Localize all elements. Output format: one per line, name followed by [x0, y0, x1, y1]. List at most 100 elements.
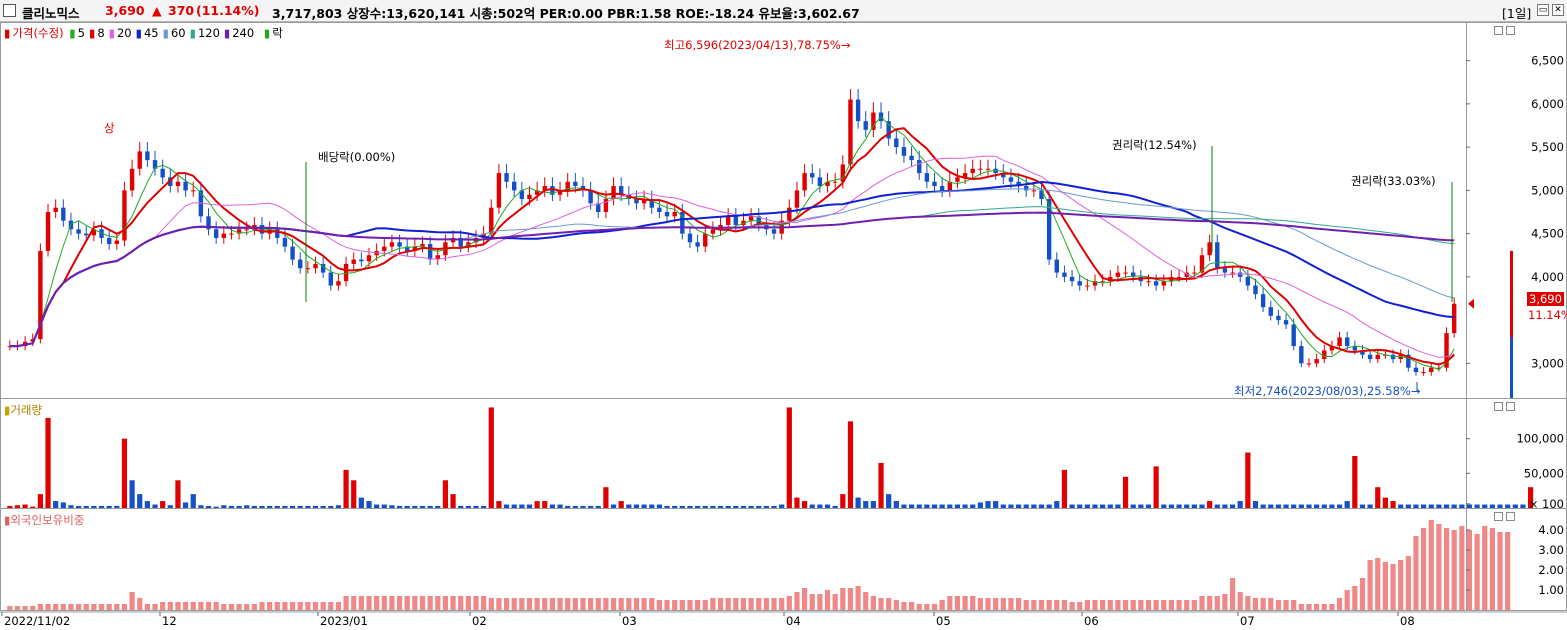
- volume-bar: [549, 504, 556, 508]
- volume-bar: [1528, 487, 1534, 508]
- volume-bar: [30, 506, 36, 508]
- candle-body: [290, 246, 295, 260]
- foreign-bar: [1344, 590, 1350, 610]
- volume-bar: [1214, 504, 1220, 508]
- foreign-bar: [809, 594, 815, 610]
- candle-body: [1123, 272, 1128, 274]
- candle-body: [481, 233, 486, 238]
- volume-bar: [717, 505, 724, 508]
- candle-body: [389, 242, 395, 247]
- candle-body: [175, 181, 181, 187]
- stock-name[interactable]: 클리노믹스: [22, 6, 80, 21]
- foreign-bar: [1298, 604, 1304, 610]
- foreign-bar: [121, 604, 128, 610]
- volume-bar: [244, 505, 250, 508]
- volume-bar: [1199, 504, 1205, 508]
- volume-bar: [335, 505, 342, 508]
- foreign-bar: [1061, 600, 1068, 610]
- foreign-bar: [924, 604, 930, 610]
- foreign-bar: [106, 604, 112, 610]
- ma-legend-marker: ▮: [135, 26, 142, 40]
- candle-body: [1413, 367, 1419, 373]
- foreign-bar: [1505, 532, 1511, 610]
- foreign-bar: [542, 598, 548, 610]
- volume-bar: [121, 438, 128, 508]
- volume-bar: [1069, 504, 1075, 508]
- panel-max-icon[interactable]: [1506, 26, 1515, 35]
- foreign-bar: [1390, 564, 1396, 610]
- volume-tick-label: 50,000: [1524, 466, 1564, 480]
- candle-body: [76, 229, 81, 234]
- panel-min-icon[interactable]: [1494, 402, 1503, 411]
- foreign-bar: [427, 596, 433, 610]
- price-tick-label: 5,000: [1531, 183, 1564, 197]
- volume-bar: [1260, 504, 1266, 508]
- stock-chart[interactable]: 6,500 6,000 5,500 5,000 4,500 4,000 3,000 100,0…: [0, 22, 1567, 630]
- ma-legend-label: 20: [116, 26, 132, 40]
- volume-bar: [1489, 504, 1495, 508]
- ma-line-45: [9, 180, 1455, 348]
- volume-bar: [1291, 504, 1297, 508]
- foreign-bar: [595, 598, 601, 610]
- candle-body: [1207, 242, 1212, 256]
- price-tick-label: 4,500: [1531, 227, 1564, 241]
- volume-bar: [450, 494, 456, 508]
- candle-body: [603, 199, 609, 212]
- foreign-bar: [374, 596, 380, 610]
- candle-body: [901, 147, 907, 156]
- panel-max-icon[interactable]: [1506, 512, 1515, 521]
- foreign-bar: [511, 598, 517, 610]
- candle-body: [229, 233, 234, 235]
- maximize-icon[interactable]: ▭: [1537, 4, 1549, 16]
- foreign-bar: [618, 598, 624, 610]
- candle-body: [435, 255, 440, 260]
- select-checkbox[interactable]: [3, 4, 16, 17]
- foreign-bar: [190, 602, 196, 610]
- period-selector[interactable]: [1일]: [1502, 6, 1532, 21]
- ma-legend-item: ▮ 5: [69, 26, 87, 40]
- candle-body: [359, 259, 364, 262]
- candle-body: [1046, 199, 1052, 260]
- volume-bar: [1336, 504, 1343, 508]
- volume-bar: [733, 505, 739, 508]
- volume-bar: [855, 497, 861, 508]
- arrow-right-icon: →: [1410, 384, 1421, 398]
- x-tick-label: 05: [936, 614, 951, 628]
- panel-min-icon[interactable]: [1494, 512, 1503, 521]
- candle-body: [1283, 320, 1289, 325]
- volume-bar: [1443, 504, 1450, 508]
- volume-bar: [511, 504, 517, 508]
- foreign-bar: [779, 598, 785, 610]
- candle-body: [1406, 354, 1411, 368]
- volume-bar: [1008, 504, 1014, 508]
- candle-body: [1360, 350, 1365, 355]
- panel-min-icon[interactable]: [1494, 26, 1503, 35]
- candle-body: [343, 263, 349, 282]
- foreign-bar: [1023, 600, 1029, 610]
- volume-bar: [695, 505, 701, 508]
- candle-body: [313, 263, 318, 269]
- foreign-bar: [465, 596, 471, 610]
- panel-max-icon[interactable]: [1506, 402, 1515, 411]
- candle-body: [725, 216, 731, 225]
- candle-body: [1276, 315, 1281, 321]
- volume-bar: [779, 504, 785, 508]
- foreign-bar: [351, 596, 357, 610]
- foreign-bar: [1191, 600, 1197, 610]
- candle-body: [1222, 268, 1228, 273]
- candle-body: [1115, 272, 1121, 277]
- foreign-bar: [22, 606, 28, 610]
- candle-body: [1337, 337, 1342, 347]
- volume-bar: [603, 487, 609, 508]
- candle-body: [213, 229, 219, 238]
- volume-bar: [129, 480, 135, 508]
- volume-bar: [488, 407, 494, 508]
- volume-bar: [1375, 487, 1381, 508]
- foreign-bar: [282, 602, 288, 610]
- candle-body: [1436, 367, 1442, 369]
- volume-bar: [771, 505, 777, 508]
- volume-bar: [908, 504, 915, 508]
- volume-bar: [98, 505, 105, 508]
- volume-bar: [1168, 504, 1175, 508]
- close-icon[interactable]: ✕: [1552, 4, 1564, 16]
